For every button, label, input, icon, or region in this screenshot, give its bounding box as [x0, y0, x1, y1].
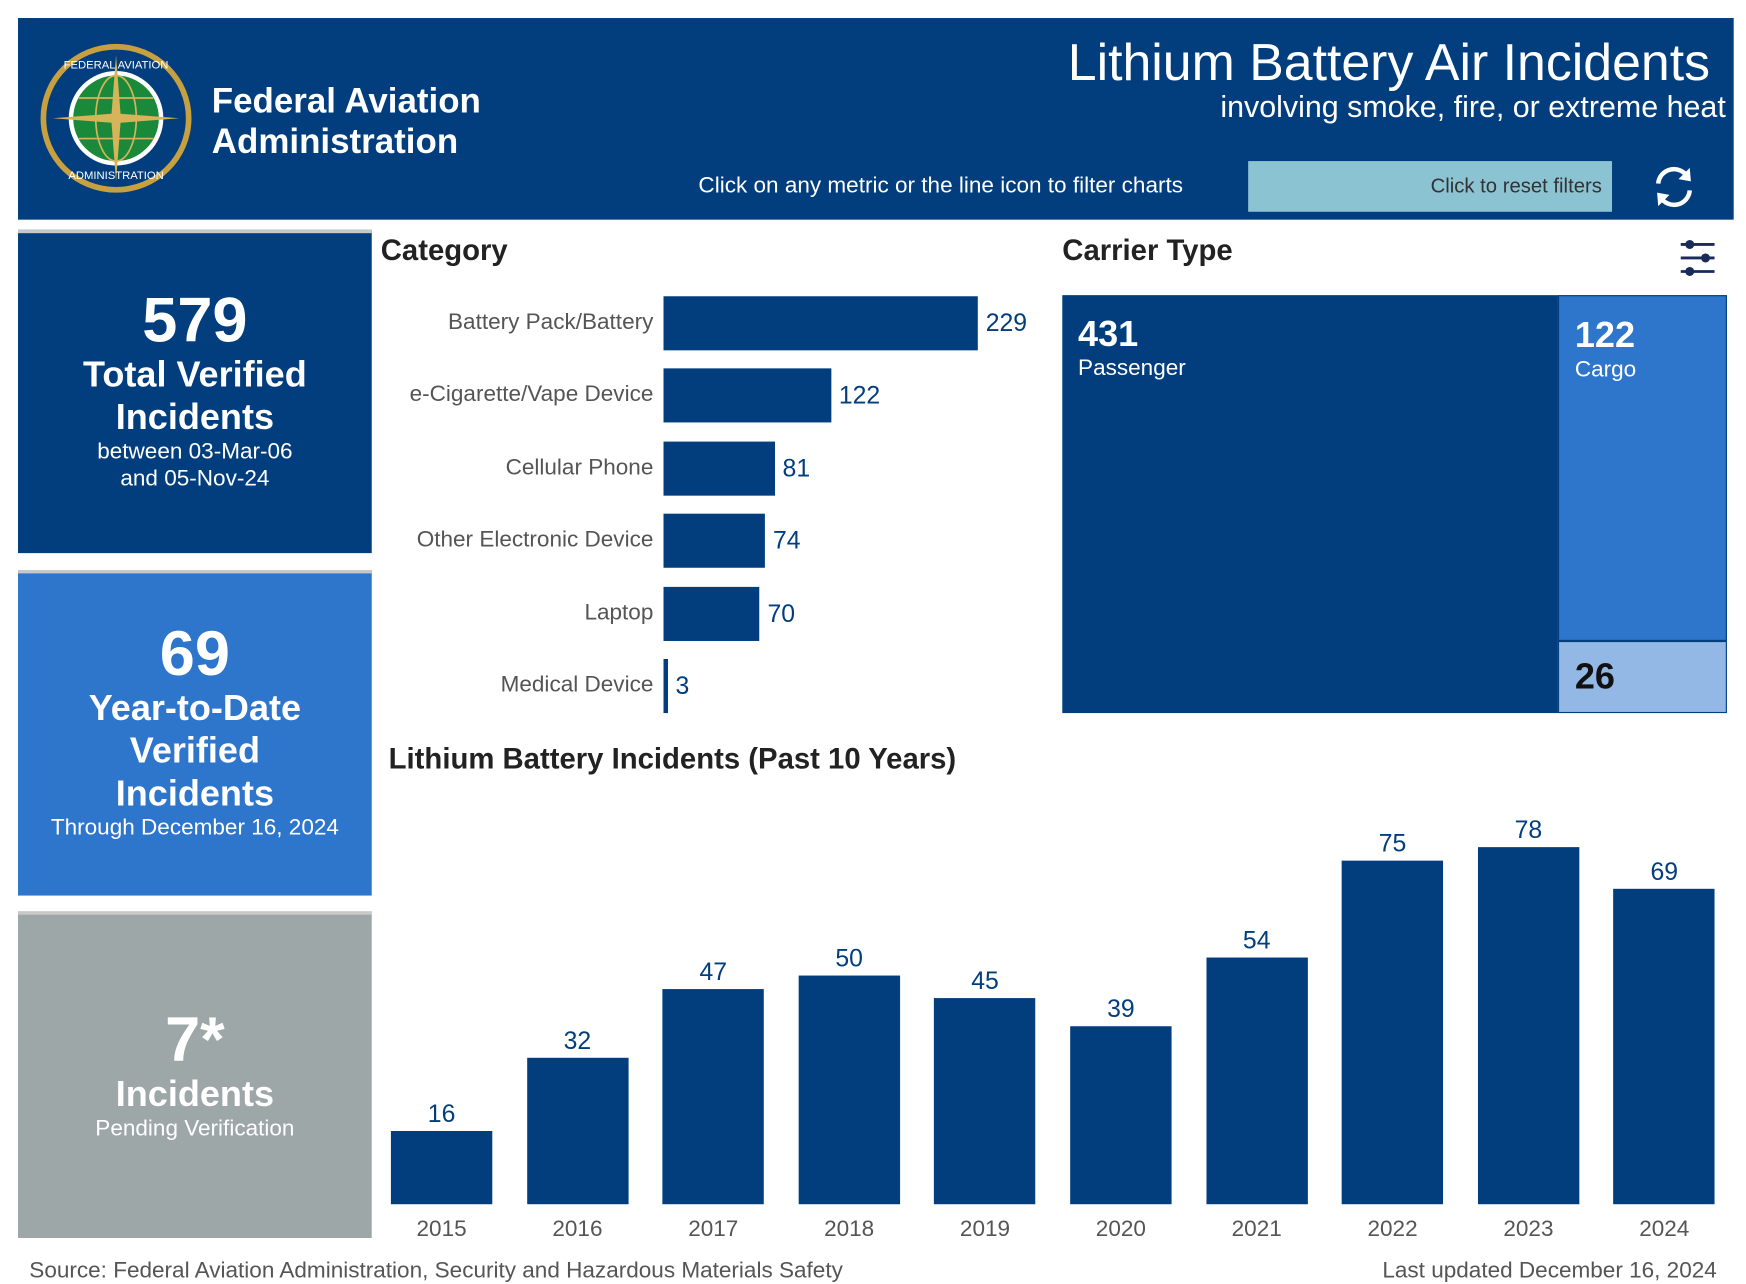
category-value-label: 81	[782, 453, 811, 482]
year-value-label: 47	[699, 957, 728, 986]
category-label: Battery Pack/Battery	[448, 309, 654, 335]
year-axis-label: 2023	[1503, 1216, 1554, 1242]
org-name-line1: Federal Aviation	[211, 81, 481, 121]
year-value-label: 39	[1107, 994, 1135, 1023]
treemap-passenger[interactable]: 431 Passenger	[1062, 295, 1558, 714]
category-bar[interactable]	[663, 586, 760, 641]
year-value-label: 16	[427, 1099, 456, 1128]
page-subtitle: involving smoke, fire, or extreme heat	[1220, 90, 1726, 124]
year-value-label: 32	[563, 1026, 592, 1055]
treemap-value: 26	[1574, 655, 1615, 697]
year-axis-label: 2022	[1367, 1216, 1418, 1242]
last-updated: Last updated December 16, 2024	[1382, 1258, 1717, 1284]
category-value-label: 74	[772, 526, 801, 555]
year-bar[interactable]	[798, 975, 900, 1205]
metric-label: Verified	[129, 729, 260, 771]
category-label: Laptop	[584, 599, 654, 625]
metric-pending[interactable]: 7* Incidents Pending Verification	[18, 911, 372, 1239]
metric-label: Incidents	[115, 1073, 275, 1115]
category-value-label: 70	[767, 598, 796, 628]
metric-ytd-verified[interactable]: 69 Year-to-Date Verified Incidents Throu…	[18, 570, 372, 896]
year-axis-label: 2019	[959, 1216, 1011, 1242]
metric-label: Incidents	[115, 772, 275, 814]
treemap-cargo[interactable]: 122 Cargo	[1557, 295, 1727, 641]
org-name-line2: Administration	[211, 121, 459, 162]
metric-label: Year-to-Date	[88, 687, 302, 728]
year-bar[interactable]	[1477, 847, 1580, 1205]
category-bar[interactable]	[663, 659, 668, 714]
category-value-label: 122	[838, 381, 881, 410]
year-bar[interactable]	[390, 1130, 493, 1205]
page-title: Lithium Battery Air Incidents	[1067, 32, 1711, 92]
category-chart-title: Category	[380, 233, 508, 267]
year-value-label: 69	[1650, 856, 1679, 885]
category-bar[interactable]	[663, 368, 831, 423]
year-bar[interactable]	[662, 989, 764, 1205]
yearly-chart-title: Lithium Battery Incidents (Past 10 Years…	[388, 741, 957, 776]
category-value-label: 3	[675, 671, 690, 700]
treemap-value: 122	[1574, 314, 1635, 355]
year-value-label: 50	[835, 943, 863, 972]
metric-value: 69	[159, 617, 230, 689]
year-bar[interactable]	[526, 1057, 629, 1205]
treemap-value: 431	[1078, 313, 1139, 354]
category-label: e-Cigarette/Vape Device	[409, 382, 654, 408]
sliders-icon[interactable]	[1678, 239, 1716, 277]
category-bar[interactable]	[663, 441, 775, 496]
svg-text:FEDERAL AVIATION: FEDERAL AVIATION	[64, 60, 169, 72]
year-axis-label: 2021	[1231, 1216, 1282, 1242]
category-label: Medical Device	[500, 672, 654, 698]
year-bar[interactable]	[1341, 860, 1444, 1205]
year-axis-label: 2017	[688, 1216, 739, 1242]
filter-instruction: Click on any metric or the line icon to …	[698, 173, 1184, 199]
category-bar[interactable]	[663, 296, 978, 351]
treemap-other[interactable]: 26	[1557, 640, 1727, 714]
org-name: Federal Aviation Administration	[212, 81, 481, 162]
year-axis-label: 2020	[1095, 1216, 1146, 1242]
year-value-label: 54	[1242, 925, 1271, 954]
category-label: Other Electronic Device	[416, 527, 654, 553]
svg-text:ADMINISTRATION: ADMINISTRATION	[68, 170, 163, 182]
metric-label: Total Verified	[83, 353, 307, 395]
metric-total-verified[interactable]: 579 Total Verified Incidents between 03-…	[18, 229, 372, 554]
year-axis-label: 2015	[416, 1216, 467, 1242]
category-bar[interactable]	[663, 513, 766, 568]
metric-subtext: between 03-Mar-06	[97, 439, 293, 465]
carrier-chart-title: Carrier Type	[1062, 233, 1233, 267]
reset-filters-button[interactable]: Click to reset filters	[1248, 161, 1613, 212]
refresh-icon[interactable]	[1649, 163, 1699, 210]
faa-seal-logo: FEDERAL AVIATION ADMINISTRATION	[40, 43, 192, 193]
year-bar[interactable]	[1613, 888, 1715, 1205]
year-bar[interactable]	[1206, 956, 1308, 1205]
year-bar[interactable]	[1070, 1025, 1172, 1205]
year-value-label: 45	[971, 966, 999, 995]
metric-value: 579	[142, 283, 248, 355]
year-axis-label: 2018	[824, 1216, 875, 1242]
metric-label: Incidents	[115, 396, 275, 438]
metric-subtext: and 05-Nov-24	[120, 466, 270, 492]
metric-subtext: Pending Verification	[95, 1116, 295, 1142]
category-value-label: 229	[985, 308, 1028, 337]
year-value-label: 75	[1378, 829, 1407, 858]
treemap-label: Passenger	[1078, 355, 1186, 381]
year-value-label: 78	[1514, 815, 1543, 844]
source-note: Source: Federal Aviation Administration,…	[29, 1258, 843, 1284]
treemap-label: Cargo	[1574, 357, 1637, 382]
metric-subtext: Through December 16, 2024	[50, 815, 339, 841]
metric-value: 7*	[165, 1003, 225, 1075]
year-axis-label: 2024	[1639, 1216, 1690, 1242]
year-bar[interactable]	[934, 998, 1036, 1205]
year-axis-label: 2016	[552, 1216, 603, 1242]
category-label: Cellular Phone	[505, 454, 654, 480]
